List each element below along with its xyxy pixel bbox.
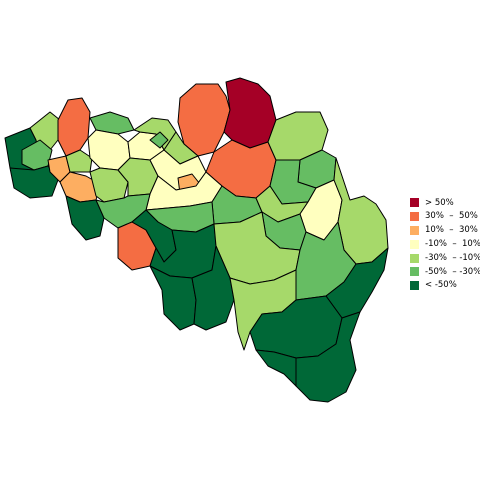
- legend-swatch: [410, 212, 419, 222]
- legend-swatch: [410, 198, 419, 208]
- region-bruges: [57, 97, 91, 157]
- legend-item: 30% – 50%: [410, 210, 480, 224]
- legend-label: -50% – -30%: [425, 266, 480, 277]
- legend-swatch: [410, 225, 419, 235]
- legend-item: > 50%: [410, 196, 480, 210]
- region-tournai: [95, 193, 151, 229]
- legend-item: -50% – -30%: [410, 265, 480, 279]
- legend-swatch: [410, 267, 419, 277]
- legend-swatch: [410, 239, 419, 249]
- legend-item: -30% – -10%: [410, 251, 480, 265]
- legend-swatch: [410, 253, 419, 263]
- region-ypres: [9, 165, 59, 199]
- region-mouscron: [65, 195, 105, 241]
- region-small-east-flanders: [149, 131, 169, 149]
- region-turnhout: [223, 77, 277, 149]
- legend-label: -10% – 10%: [425, 239, 480, 250]
- region-oudenaarde: [89, 167, 129, 203]
- legend-label: 10% – 30%: [425, 225, 478, 236]
- region-virton: [255, 349, 297, 387]
- legend-item: < -50%: [410, 279, 480, 293]
- legend-item: -10% – 10%: [410, 237, 480, 251]
- legend-label: -30% – -10%: [425, 252, 480, 263]
- legend-label: < -50%: [425, 280, 457, 291]
- region-roeselare: [65, 149, 93, 173]
- legend-item: 10% – 30%: [410, 224, 480, 238]
- legend-swatch: [410, 281, 419, 291]
- region-arlon: [295, 311, 361, 403]
- legend-label: > 50%: [425, 197, 454, 208]
- region-philippeville: [191, 245, 235, 331]
- legend-label: 30% – 50%: [425, 211, 478, 222]
- legend: > 50% 30% – 50% 10% – 30% -10% – 10% -30…: [410, 196, 480, 293]
